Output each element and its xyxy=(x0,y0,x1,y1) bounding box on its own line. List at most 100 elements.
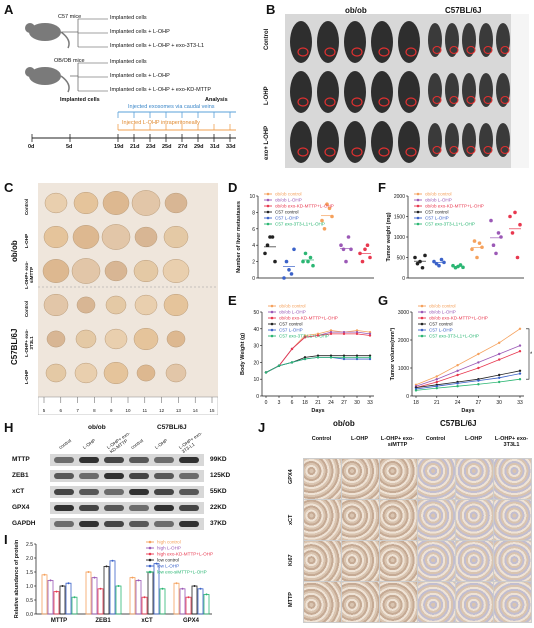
blot-band xyxy=(129,505,149,511)
tumor xyxy=(104,260,128,282)
line-point xyxy=(329,354,333,357)
legend-label: C57 L-OHP xyxy=(425,216,449,221)
bar xyxy=(197,588,204,615)
ihc-row-label: xCT xyxy=(288,514,294,525)
scatter-point xyxy=(306,259,310,264)
x-tick-label: 18 xyxy=(413,400,419,406)
y-tick-label: 1.0 xyxy=(26,584,33,590)
bar-point xyxy=(117,585,120,587)
col-header: C57BL/6J xyxy=(445,6,482,15)
bar xyxy=(85,571,92,615)
legend-marker xyxy=(270,310,274,314)
ihc-image xyxy=(303,540,342,582)
bar xyxy=(109,560,116,615)
legend-marker xyxy=(416,210,420,214)
line-point xyxy=(342,354,346,357)
legend-label: ob/ob L-OHP xyxy=(425,198,452,203)
tumor xyxy=(103,361,129,385)
arm-label: Implanted cells + L-OHP + exo-KD-MTTP xyxy=(110,87,212,93)
x-tick-label: MTTP xyxy=(51,618,67,624)
legend-marker xyxy=(420,316,424,320)
tumor xyxy=(43,293,69,317)
ruler-label: 7 xyxy=(76,408,79,413)
bar-point xyxy=(61,585,64,587)
mouse-obob xyxy=(344,21,366,63)
tumor xyxy=(102,191,130,215)
kd-label: 55KD xyxy=(210,488,227,495)
bar-point xyxy=(67,582,70,585)
y-tick-label: 0 xyxy=(406,394,409,400)
timeline-day-label: 31d xyxy=(210,144,220,150)
line-point xyxy=(477,352,480,356)
ihc-group-label: C57BL/6J xyxy=(440,419,477,428)
ihc-row-label: GPX4 xyxy=(288,469,294,484)
ihc-image xyxy=(455,499,494,541)
x-tick-label: 21 xyxy=(315,400,321,406)
bar-point xyxy=(111,559,114,562)
kd-label: 22KD xyxy=(210,504,227,511)
tumor xyxy=(163,225,189,249)
tumor xyxy=(104,328,128,350)
legend-label: high control xyxy=(157,540,181,545)
y-tick-label: 2.5 xyxy=(26,542,33,548)
line-point xyxy=(368,357,372,361)
row-header: L-OHP xyxy=(264,86,270,105)
scatter-point xyxy=(263,251,267,256)
legend-label: ob/ob control xyxy=(279,304,306,309)
line-point xyxy=(518,378,522,381)
line-point xyxy=(342,330,346,334)
mouse-c57 xyxy=(445,73,459,107)
legend-label: ob/ob exo-KD-MTTP+L-OHP xyxy=(275,204,334,209)
lane-label: L-OHP xyxy=(154,437,169,451)
ihc-col-label: L-OHP xyxy=(464,436,483,442)
mouse-obob xyxy=(290,71,312,113)
mouse-c57 xyxy=(445,23,459,57)
bar xyxy=(103,565,110,615)
line-point xyxy=(435,375,438,378)
mouse-c57 xyxy=(496,23,510,57)
lane-label: control xyxy=(130,438,145,451)
blot-band xyxy=(54,505,74,511)
timeline-analysis-label: Analysis xyxy=(205,97,228,103)
scatter-point xyxy=(301,259,305,264)
ihc-row-label: Ki67 xyxy=(288,554,294,566)
ruler-label: 11 xyxy=(142,408,147,413)
bar xyxy=(41,574,48,615)
y-axis-label: Body Weight (g) xyxy=(240,333,246,375)
tumor-row-label: L-OHP xyxy=(24,369,29,385)
y-tick-label: 6 xyxy=(252,227,255,233)
blot-band xyxy=(79,473,99,479)
bar xyxy=(147,571,154,615)
line-point xyxy=(342,332,346,336)
blot-group-label: C57BL/6J xyxy=(157,424,187,431)
scatter-point xyxy=(349,247,353,252)
bar xyxy=(173,582,180,615)
x-tick-label: 24 xyxy=(328,400,334,406)
mouse-obob xyxy=(398,121,420,163)
tumor-row-label: L-OHP+ exo-3T3L1 xyxy=(24,329,34,357)
scatter-point xyxy=(437,263,441,268)
bar xyxy=(53,591,60,615)
scatter-point xyxy=(268,235,272,239)
timeline-day-label: 29d xyxy=(194,144,204,150)
line-point xyxy=(303,356,307,359)
scatter-point xyxy=(308,255,313,260)
ihc-col-label: Control xyxy=(425,436,446,442)
tumor xyxy=(45,363,67,383)
line-point xyxy=(498,373,501,377)
legend-label: ob/ob exo-KD-MTTP+L-OHP xyxy=(425,204,484,209)
ihc-image xyxy=(379,581,418,623)
ihc-image xyxy=(341,581,380,623)
scatter-point xyxy=(330,214,334,219)
chart-body-weight: 0 10 20 30 40 50 Body Weight (g) Days 0 3 6 18 21 24 2… xyxy=(240,304,374,414)
line-point xyxy=(456,364,459,367)
legend-label: C57 exo-3T3-L1+L-OHP xyxy=(279,334,329,339)
ihc-image xyxy=(303,499,342,541)
line-point xyxy=(518,344,522,347)
legend-marker xyxy=(420,304,424,308)
ihc-image xyxy=(379,540,418,582)
line-point xyxy=(355,354,359,357)
bar-point xyxy=(43,573,46,576)
legend-label: ob/ob control xyxy=(429,304,456,309)
legend-marker xyxy=(266,222,270,226)
